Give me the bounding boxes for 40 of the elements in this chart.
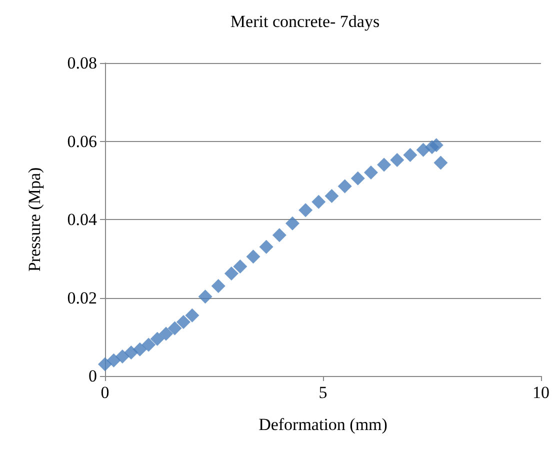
- point: [390, 153, 404, 168]
- x-tick-label: 10: [532, 383, 550, 402]
- y-tick-label: 0.06: [67, 132, 97, 151]
- point: [115, 349, 130, 364]
- point: [429, 138, 444, 152]
- point: [324, 189, 339, 204]
- point: [168, 321, 182, 336]
- x-tick-label: 5: [318, 383, 328, 402]
- point: [434, 156, 448, 170]
- y-axis-title: Pressure (Mpa): [25, 167, 44, 272]
- point: [312, 194, 326, 209]
- chart-title: Merit concrete- 7days: [230, 12, 380, 31]
- point: [185, 308, 200, 322]
- point: [298, 203, 313, 218]
- point: [350, 171, 365, 186]
- point: [132, 342, 147, 356]
- y-tick-label: 0.04: [67, 210, 98, 229]
- point: [259, 240, 274, 254]
- point: [142, 338, 156, 352]
- y-tick-label: 0: [88, 366, 97, 386]
- point: [233, 259, 248, 274]
- point: [159, 326, 174, 341]
- point: [98, 357, 112, 372]
- point: [246, 250, 260, 264]
- point: [377, 158, 392, 172]
- point: [150, 332, 164, 346]
- point: [198, 290, 212, 304]
- point: [272, 228, 286, 242]
- point: [176, 315, 190, 330]
- x-tick-label: 0: [100, 383, 110, 402]
- y-tick-label: 0.08: [67, 54, 97, 72]
- point: [338, 179, 352, 194]
- x-axis-title: Deformation (mm): [258, 415, 388, 434]
- y-tick-label: 0.02: [67, 288, 97, 308]
- point: [403, 148, 418, 162]
- point: [285, 216, 300, 230]
- point: [211, 279, 226, 294]
- point: [364, 166, 378, 180]
- point: [224, 266, 238, 280]
- point: [106, 353, 121, 368]
